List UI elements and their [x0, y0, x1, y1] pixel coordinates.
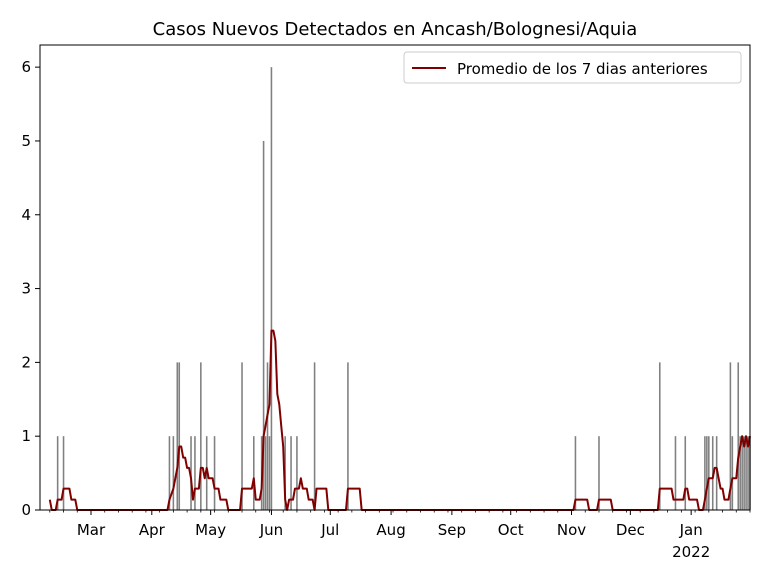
case-bar: [574, 436, 577, 510]
case-bar: [729, 362, 732, 510]
case-bar: [737, 362, 740, 510]
line-layer: [48, 329, 751, 511]
y-tick-label: 2: [21, 353, 31, 371]
x-tick-label: Jul: [320, 521, 339, 539]
case-bar: [56, 436, 59, 510]
case-bar: [176, 362, 179, 510]
case-bar: [743, 436, 745, 510]
case-bar: [708, 436, 710, 510]
legend-label: Promedio de los 7 dias anteriores: [457, 60, 708, 78]
case-bar: [172, 436, 175, 510]
case-bar: [264, 436, 267, 510]
x-tick-label: Jun: [259, 521, 283, 539]
case-bar: [674, 436, 677, 510]
case-bar: [747, 436, 749, 510]
x-tick-label: Oct: [498, 521, 524, 539]
case-bar: [290, 436, 292, 510]
y-tick-label: 3: [21, 280, 31, 298]
case-bar: [213, 436, 216, 510]
x-tick-label: Aug: [376, 521, 405, 539]
case-bar: [253, 436, 255, 510]
legend: Promedio de los 7 dias anteriores: [403, 51, 742, 84]
x-tick-label: Nov: [557, 521, 586, 539]
case-bar: [241, 362, 243, 510]
y-tick-label: 6: [21, 58, 31, 76]
case-bar: [62, 436, 65, 510]
y-tick-label: 0: [21, 501, 31, 519]
case-bar: [313, 362, 316, 510]
x-tick-label: Apr: [139, 521, 166, 539]
case-bar: [739, 436, 741, 510]
x-tick-label: Jan: [679, 521, 703, 539]
case-bar: [658, 362, 661, 510]
case-bar: [706, 436, 708, 510]
x-tick-sublabel: 2022: [672, 543, 710, 561]
case-bar: [741, 436, 743, 510]
case-bar: [194, 436, 196, 510]
plot-frame: [39, 44, 751, 511]
chart-title: Casos Nuevos Detectados en Ancash/Bologn…: [153, 19, 638, 40]
case-bar: [262, 140, 265, 510]
average-line: [48, 329, 751, 511]
case-bar: [266, 362, 269, 510]
case-bar: [268, 436, 271, 510]
case-bar: [684, 436, 687, 510]
x-tick-label: May: [195, 521, 226, 539]
axes-layer: 0 1 2 3 4 5 6 Mar Apr May Jun Jul Aug Sep Oct Nov Dec Jan…: [21, 44, 751, 561]
x-tick-label: Dec: [616, 521, 645, 539]
y-tick-label: 4: [21, 206, 31, 224]
case-bar: [270, 67, 273, 511]
y-tick-label: 1: [21, 427, 31, 445]
case-bar: [704, 436, 706, 510]
case-bar: [745, 436, 747, 510]
case-bar: [347, 362, 349, 510]
x-tick-label: Sep: [438, 521, 466, 539]
case-bar: [200, 362, 202, 510]
case-bar: [178, 362, 181, 510]
case-bar: [731, 436, 734, 510]
case-bar: [598, 436, 600, 510]
y-tick-label: 5: [21, 132, 31, 150]
case-bar: [296, 436, 298, 510]
x-tick-label: Mar: [77, 521, 106, 539]
case-bar: [168, 436, 171, 510]
legend-box: [403, 51, 742, 84]
